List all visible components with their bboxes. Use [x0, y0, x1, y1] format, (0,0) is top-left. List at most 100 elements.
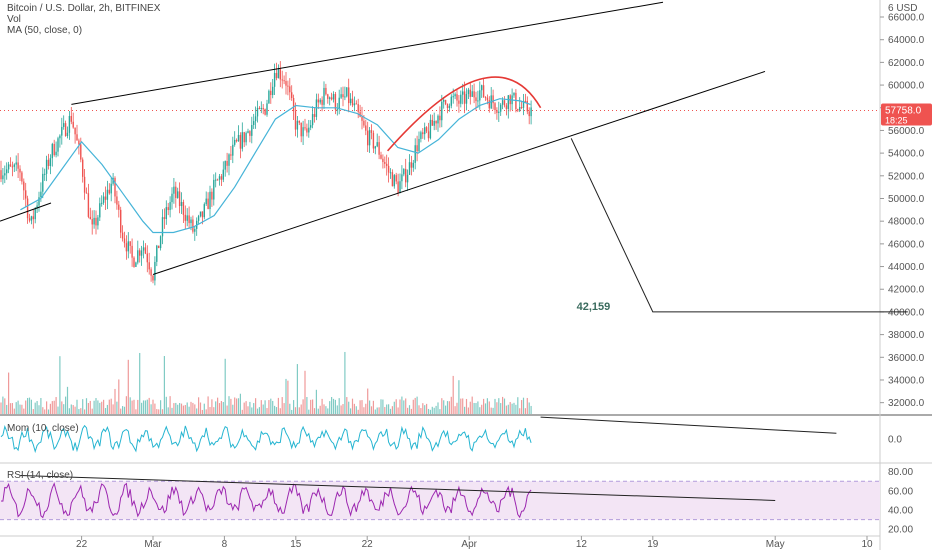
candle-body: [114, 177, 116, 197]
candle-body: [344, 96, 346, 98]
candle-body: [173, 186, 175, 194]
candle-body: [334, 94, 337, 110]
candle-body: [264, 109, 266, 115]
volume-bar: [456, 402, 458, 414]
volume-bar: [321, 398, 323, 414]
candle-body: [361, 116, 363, 121]
volume-bar: [25, 400, 27, 414]
volume-bar: [370, 406, 373, 414]
volume-bar: [416, 396, 418, 414]
candle-body: [66, 132, 69, 137]
volume-bar: [435, 405, 437, 414]
volume-bar: [175, 402, 177, 414]
volume-bar: [42, 407, 44, 414]
volume-bar: [488, 401, 490, 414]
volume-bar: [139, 352, 141, 414]
candle-body: [503, 100, 506, 106]
candle-body: [97, 217, 99, 226]
volume-bar: [59, 356, 61, 414]
volume-bar: [351, 398, 354, 414]
x-tick-label: 10: [861, 539, 873, 550]
candle-body: [446, 103, 449, 109]
volume-bar: [479, 407, 481, 414]
candle-body: [55, 151, 57, 156]
candle-body: [63, 123, 65, 127]
candle-body: [488, 100, 490, 109]
volume-bar: [194, 404, 196, 414]
volume-bar: [291, 409, 293, 414]
volume-bar: [418, 405, 420, 414]
candle-body: [21, 172, 23, 182]
volume-bar: [9, 403, 12, 414]
candle-body: [26, 198, 29, 219]
candle-body: [500, 104, 502, 112]
candle-body: [370, 130, 373, 133]
volume-bar: [403, 400, 405, 414]
volume-bar: [234, 397, 236, 414]
candle-body: [197, 216, 200, 221]
candle-body: [306, 128, 308, 133]
candle-body: [0, 170, 2, 180]
volume-bar: [412, 399, 414, 414]
volume-bar: [302, 399, 304, 414]
candle-body: [135, 262, 137, 267]
volume-bar: [498, 398, 500, 414]
volume-bar: [171, 407, 173, 414]
candle-body: [327, 94, 329, 99]
volume-bar: [27, 397, 29, 414]
candle-body: [294, 111, 297, 130]
chart-title: Bitcoin / U.S. Dollar, 2h, BITFINEX: [7, 3, 161, 14]
volume-bar: [122, 406, 124, 414]
candle-body: [517, 109, 519, 111]
volume-bar: [374, 409, 376, 414]
volume-bar: [127, 359, 129, 414]
candle-body: [6, 169, 8, 174]
candle-body: [53, 143, 55, 156]
volume-bar: [163, 356, 165, 414]
candle-body: [410, 162, 413, 168]
volume-bar: [445, 405, 447, 414]
candle-body: [471, 91, 473, 97]
volume-bar: [477, 401, 479, 414]
volume-bar: [494, 398, 496, 414]
volume-bar: [51, 401, 53, 414]
volume-bar: [486, 398, 488, 414]
candle-body: [110, 183, 112, 194]
candle-body: [235, 139, 238, 142]
candle-body: [230, 154, 232, 156]
candle-body: [458, 100, 460, 104]
y-tick-label: 40000.0: [888, 307, 925, 318]
candle-body: [34, 208, 36, 220]
volume-bar: [230, 398, 232, 414]
volume-bar: [217, 397, 219, 414]
x-tick-label: 12: [576, 539, 588, 550]
candle-body: [209, 191, 211, 210]
volume-bar: [502, 396, 504, 414]
last-price-badge: [881, 103, 932, 126]
candle-body: [59, 135, 61, 139]
candle-body: [456, 94, 458, 101]
volume-bar: [74, 406, 76, 414]
volume-bar: [177, 404, 179, 414]
volume-bar: [211, 399, 213, 414]
candle-body: [463, 91, 466, 104]
candle-body: [332, 94, 335, 100]
volume-bar: [460, 398, 462, 414]
volume-bar: [198, 397, 200, 414]
candle-body: [481, 85, 483, 91]
candle-body: [524, 100, 527, 102]
candle-body: [526, 100, 528, 112]
candle-body: [313, 114, 316, 117]
volume-bar: [146, 399, 148, 414]
candle-body: [156, 245, 158, 262]
volume-bar: [344, 351, 346, 414]
volume-bar: [293, 400, 295, 414]
volume-bar: [281, 397, 283, 414]
candle-body: [51, 143, 53, 159]
candle-body: [486, 97, 489, 101]
volume-bar: [274, 405, 276, 414]
candle-body: [330, 97, 333, 100]
candle-body: [420, 132, 422, 139]
candle-body: [530, 107, 532, 117]
